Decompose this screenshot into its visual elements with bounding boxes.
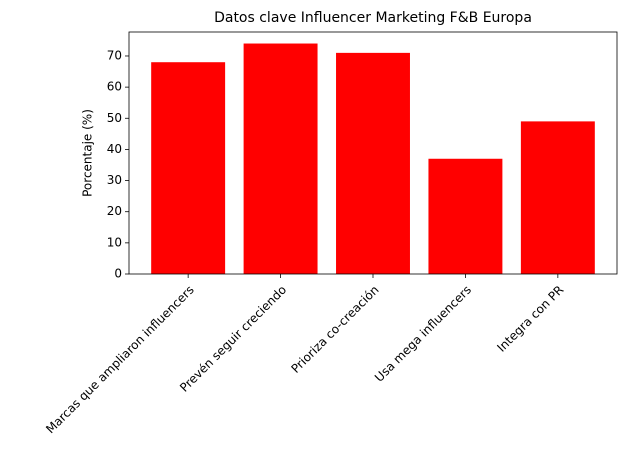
y-tick-label: 30: [107, 173, 122, 187]
x-tick-label: Usa mega influencers: [372, 283, 474, 385]
y-tick-label: 0: [114, 267, 122, 281]
y-tick-label: 60: [107, 80, 122, 94]
y-tick-label: 40: [107, 142, 122, 156]
bar: [243, 43, 318, 275]
y-tick-label: 20: [107, 204, 122, 218]
chart-title: Datos clave Influencer Marketing F&B Eur…: [214, 10, 532, 26]
bar: [520, 121, 595, 274]
y-tick-label: 50: [107, 111, 122, 125]
bar: [336, 52, 410, 275]
x-tick-label: Prioriza co-creación: [288, 283, 381, 376]
y-tick-label: 10: [107, 235, 122, 249]
x-tick-label: Prevén seguir creciendo: [177, 283, 289, 395]
bar: [428, 158, 503, 274]
bar: [151, 62, 226, 275]
x-tick-label: Integra con PR: [494, 283, 566, 355]
y-tick-label: 70: [107, 48, 122, 62]
y-axis-label: Porcentaje (%): [81, 109, 95, 197]
x-tick-label: Marcas que ampliaron influencers: [43, 283, 197, 437]
plot-frame: [128, 31, 618, 275]
